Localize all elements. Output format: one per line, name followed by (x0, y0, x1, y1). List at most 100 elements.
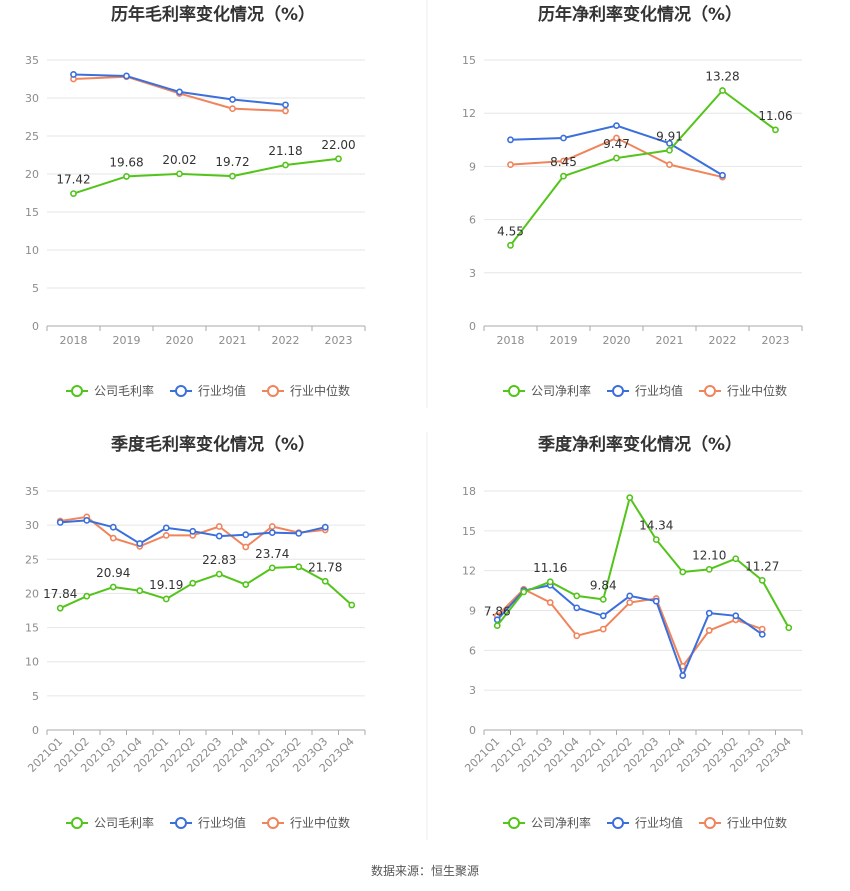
y-tick-label: 12 (462, 565, 476, 578)
data-point (626, 592, 634, 600)
y-tick-label: 12 (462, 107, 476, 120)
data-point (666, 139, 673, 147)
data-label: 4.55 (497, 224, 524, 238)
annual-gross-margin-chart: 历年毛利率变化情况（%） 0 5 10 15 20 25 30 35 2018 2019 2020 20… (25, 4, 366, 398)
data-point (348, 601, 356, 609)
x-tick-label: 2018 (497, 334, 525, 347)
x-tick-label: 2020 (166, 334, 194, 347)
legend-item-0[interactable]: 公司净利率 (503, 815, 591, 830)
legend-label: 公司净利率 (531, 815, 591, 830)
annual-net-margin-chart: 历年净利率变化情况（%） 0 3 6 9 12 15 2018 2019 2020 2021 2022… (462, 4, 803, 398)
data-point (268, 564, 276, 572)
legend-item-1[interactable]: 行业均值 (170, 815, 246, 830)
data-point (758, 576, 766, 584)
y-tick-label: 9 (469, 605, 476, 618)
legend-item-0[interactable]: 公司毛利率 (66, 815, 154, 830)
data-point (785, 624, 793, 632)
data-point (242, 581, 250, 588)
legend-label: 行业中位数 (290, 815, 350, 830)
data-point (215, 523, 223, 530)
data-point (295, 563, 303, 571)
x-tick-label: 2018 (60, 334, 88, 347)
legend-marker-icon (704, 385, 716, 397)
data-label: 23.74 (255, 547, 289, 561)
data-point (705, 627, 713, 634)
data-point (83, 516, 91, 524)
data-point (560, 172, 567, 180)
legend-label: 公司毛利率 (94, 815, 154, 830)
legend-label: 行业均值 (198, 383, 246, 398)
x-tick-label: 2022 (272, 334, 300, 347)
data-point (758, 625, 766, 633)
data-point (229, 172, 236, 180)
chart-title: 季度毛利率变化情况（%） (111, 434, 315, 455)
data-point (282, 161, 289, 169)
y-tick-label: 0 (32, 724, 39, 737)
legend-item-1[interactable]: 行业均值 (607, 383, 683, 398)
data-point (335, 155, 342, 163)
legend-marker-icon (71, 817, 83, 829)
data-point (573, 592, 581, 600)
data-point (162, 531, 170, 539)
data-point (189, 579, 197, 587)
x-tick-label: 2023 (762, 334, 790, 347)
data-point (546, 578, 554, 586)
legend-marker-icon (508, 385, 520, 397)
data-point (560, 157, 567, 165)
y-tick-label: 15 (462, 525, 476, 538)
data-point (613, 154, 620, 162)
legend-marker-icon (612, 817, 624, 829)
y-tick-label: 25 (25, 130, 39, 143)
y-tick-label: 25 (25, 553, 39, 566)
data-point (176, 88, 183, 96)
data-point (136, 540, 144, 547)
y-tick-label: 35 (25, 485, 39, 498)
data-label: 17.42 (56, 173, 90, 187)
legend-item-0[interactable]: 公司毛利率 (66, 383, 154, 398)
data-point (162, 524, 170, 532)
data-label: 12.10 (692, 548, 726, 562)
legend-item-1[interactable]: 行业均值 (170, 383, 246, 398)
data-point (56, 519, 64, 526)
data-point (772, 126, 779, 134)
data-label: 21.78 (308, 560, 342, 574)
series-line-0 (59, 565, 353, 610)
legend-item-2[interactable]: 行业中位数 (262, 383, 350, 398)
data-point (573, 632, 581, 640)
legend-item-1[interactable]: 行业均值 (607, 815, 683, 830)
y-tick-label: 5 (32, 690, 39, 703)
x-tick-label: 2022 (709, 334, 737, 347)
x-tick-label: 2021 (656, 334, 684, 347)
data-point (679, 672, 687, 679)
series-line-0 (496, 496, 790, 629)
data-label: 21.18 (268, 144, 302, 158)
data-point (162, 595, 170, 603)
data-point (507, 136, 514, 144)
data-label: 11.06 (758, 109, 792, 123)
data-point (295, 529, 303, 537)
data-point (109, 534, 117, 542)
data-point (560, 134, 567, 142)
quarterly-net-margin-chart: 季度净利率变化情况（%）03691215182021Q12021Q22021Q3… (462, 434, 803, 830)
data-point (705, 565, 713, 573)
legend-item-0[interactable]: 公司净利率 (503, 383, 591, 398)
y-tick-label: 9 (469, 160, 476, 173)
y-tick-label: 6 (469, 644, 476, 657)
data-label: 13.28 (705, 70, 739, 84)
legend-marker-icon (267, 385, 279, 397)
legend-label: 行业均值 (635, 815, 683, 830)
legend-item-2[interactable]: 行业中位数 (262, 815, 350, 830)
legend-item-2[interactable]: 行业中位数 (699, 815, 787, 830)
legend-item-2[interactable]: 行业中位数 (699, 383, 787, 398)
y-tick-label: 0 (469, 320, 476, 333)
data-point (613, 134, 620, 142)
data-point (215, 570, 223, 578)
data-label: 11.16 (533, 561, 567, 575)
data-point (599, 595, 607, 603)
series-line-0 (509, 89, 777, 246)
y-tick-label: 30 (25, 92, 39, 105)
data-point (189, 527, 197, 535)
data-point (705, 609, 713, 617)
data-point (70, 190, 77, 198)
data-label: 19.72 (215, 155, 249, 169)
